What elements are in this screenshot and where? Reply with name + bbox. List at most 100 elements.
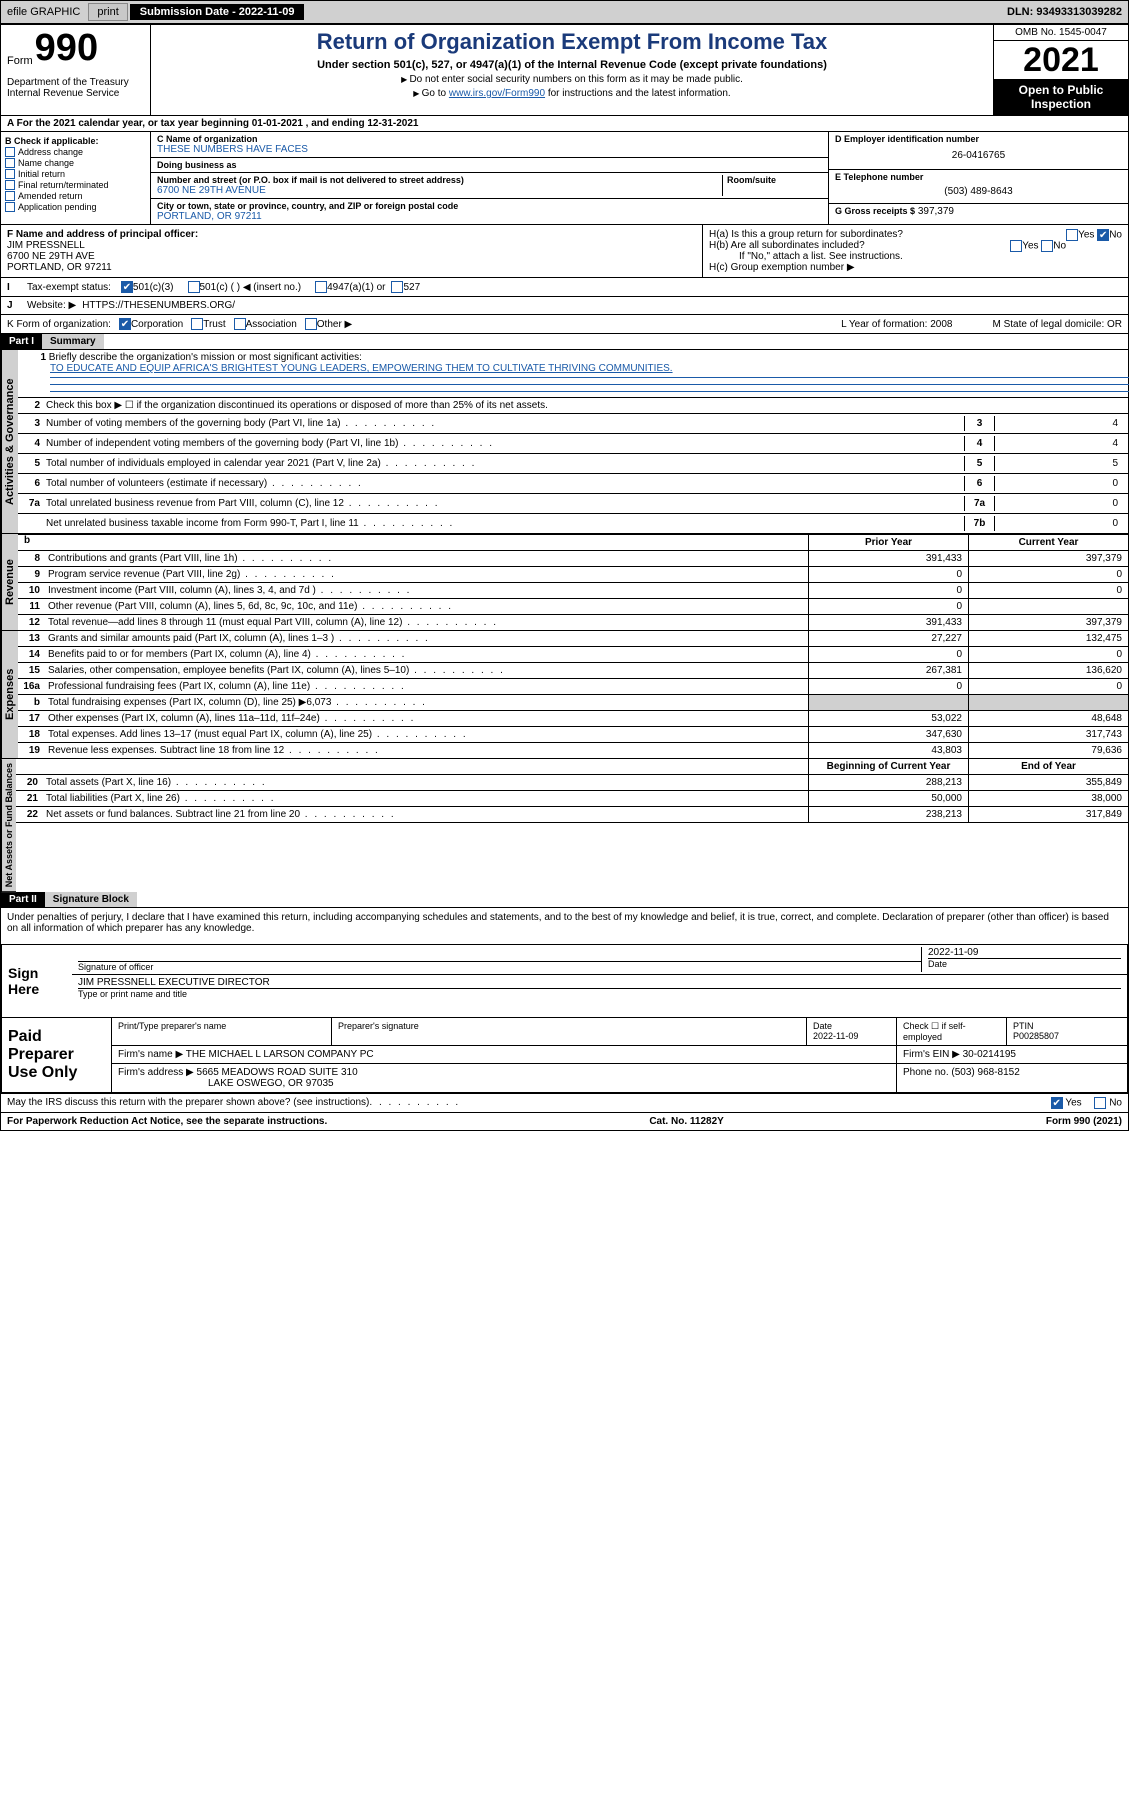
line-12: 12Total revenue—add lines 8 through 11 (… — [18, 615, 1128, 631]
section-f: F Name and address of principal officer:… — [1, 225, 703, 277]
gov-line-4: 4Number of independent voting members of… — [18, 434, 1128, 454]
line-10: 10Investment income (Part VIII, column (… — [18, 583, 1128, 599]
line-11: 11Other revenue (Part VIII, column (A), … — [18, 599, 1128, 615]
form-subtitle: Under section 501(c), 527, or 4947(a)(1)… — [159, 59, 985, 71]
row-k: K Form of organization: ✔ Corporation Tr… — [1, 315, 1128, 334]
527-checkbox[interactable] — [391, 281, 403, 293]
org-name: THESE NUMBERS HAVE FACES — [157, 144, 822, 155]
gov-line-6: 6Total number of volunteers (estimate if… — [18, 474, 1128, 494]
netassets-tab: Net Assets or Fund Balances — [1, 759, 16, 892]
line-17: 17Other expenses (Part IX, column (A), l… — [18, 711, 1128, 727]
firm-ein: 30-0214195 — [963, 1049, 1016, 1060]
assoc-checkbox[interactable] — [234, 318, 246, 330]
line-9: 9Program service revenue (Part VIII, lin… — [18, 567, 1128, 583]
paid-preparer-block: Paid Preparer Use Only Print/Type prepar… — [1, 1018, 1128, 1093]
form-ref: Form 990 (2021) — [1046, 1116, 1122, 1127]
ha-yes-checkbox[interactable] — [1066, 229, 1078, 241]
checkbox-name-change[interactable]: Name change — [5, 158, 146, 168]
ein: 26-0416765 — [835, 144, 1122, 167]
hb-no-checkbox[interactable] — [1041, 240, 1053, 252]
section-d-e-g: D Employer identification number 26-0416… — [828, 132, 1128, 224]
top-toolbar: efile GRAPHIC print Submission Date - 20… — [0, 0, 1129, 24]
summary-expenses: Expenses 13Grants and similar amounts pa… — [1, 631, 1128, 759]
summary-netassets: Net Assets or Fund Balances Beginning of… — [1, 759, 1128, 892]
mission-text: TO EDUCATE AND EQUIP AFRICA'S BRIGHTEST … — [50, 363, 673, 374]
efile-label: efile GRAPHIC — [1, 4, 86, 20]
submission-date: Submission Date - 2022-11-09 — [130, 4, 305, 20]
current-year-header: Current Year — [968, 535, 1128, 550]
signature-declaration: Under penalties of perjury, I declare th… — [1, 908, 1128, 938]
line-13: 13Grants and similar amounts paid (Part … — [18, 631, 1128, 647]
checkbox-amended-return[interactable]: Amended return — [5, 191, 146, 201]
row-i: I Tax-exempt status: ✔ 501(c)(3) 501(c) … — [1, 278, 1128, 297]
info-grid: B Check if applicable: Address changeNam… — [1, 132, 1128, 225]
corp-checkbox[interactable]: ✔ — [119, 318, 131, 330]
ssn-note: Do not enter social security numbers on … — [159, 74, 985, 85]
phone: (503) 489-8643 — [835, 182, 1122, 201]
firm-phone: (503) 968-8152 — [951, 1067, 1019, 1078]
org-address: 6700 NE 29TH AVENUE — [157, 185, 722, 196]
501c-checkbox[interactable] — [188, 281, 200, 293]
row-j: J Website: ▶ HTTPS://THESENUMBERS.ORG/ — [1, 297, 1128, 315]
line-21: 21Total liabilities (Part X, line 26)50,… — [16, 791, 1128, 807]
year-formation: L Year of formation: 2008 — [841, 319, 952, 330]
other-checkbox[interactable] — [305, 318, 317, 330]
inspection-badge: Open to Public Inspection — [994, 79, 1128, 115]
prep-date: 2022-11-09 — [813, 1031, 858, 1041]
checkbox-address-change[interactable]: Address change — [5, 147, 146, 157]
line-b: bTotal fundraising expenses (Part IX, co… — [18, 695, 1128, 711]
firm-name: THE MICHAEL L LARSON COMPANY PC — [186, 1049, 374, 1060]
form-number: Form 990 — [7, 29, 144, 67]
footer: For Paperwork Reduction Act Notice, see … — [1, 1112, 1128, 1130]
part-ii-header: Part IISignature Block — [1, 892, 1128, 908]
tax-year: 2021 — [994, 41, 1128, 79]
line-19: 19Revenue less expenses. Subtract line 1… — [18, 743, 1128, 759]
part-i-header: Part ISummary — [1, 334, 1128, 350]
period-row: A For the 2021 calendar year, or tax yea… — [1, 116, 1128, 132]
firm-addr: 5665 MEADOWS ROAD SUITE 310 — [197, 1067, 358, 1078]
dept-label: Department of the Treasury Internal Reve… — [7, 77, 144, 99]
line-8: 8Contributions and grants (Part VIII, li… — [18, 551, 1128, 567]
discuss-no-checkbox[interactable] — [1094, 1097, 1106, 1109]
line-16a: 16aProfessional fundraising fees (Part I… — [18, 679, 1128, 695]
summary-revenue: Revenue b Prior Year Current Year 8Contr… — [1, 534, 1128, 631]
website: HTTPS://THESENUMBERS.ORG/ — [82, 300, 235, 311]
section-b: B Check if applicable: Address changeNam… — [1, 132, 151, 224]
summary-governance: Activities & Governance 1 Briefly descri… — [1, 350, 1128, 534]
gross-receipts: 397,379 — [918, 206, 954, 217]
end-year-header: End of Year — [968, 759, 1128, 774]
trust-checkbox[interactable] — [191, 318, 203, 330]
form-header: Form 990 Department of the Treasury Inte… — [1, 25, 1128, 116]
line-14: 14Benefits paid to or for members (Part … — [18, 647, 1128, 663]
prior-year-header: Prior Year — [808, 535, 968, 550]
hb-yes-checkbox[interactable] — [1010, 240, 1022, 252]
checkbox-final-return-terminated[interactable]: Final return/terminated — [5, 180, 146, 190]
gov-line-7b: Net unrelated business taxable income fr… — [18, 514, 1128, 534]
discuss-yes-checkbox[interactable]: ✔ — [1051, 1097, 1063, 1109]
print-button[interactable]: print — [88, 3, 127, 21]
sign-here-block: Sign Here Signature of officer 2022-11-0… — [1, 944, 1128, 1018]
ha-no-checkbox[interactable]: ✔ — [1097, 229, 1109, 241]
section-c: C Name of organization THESE NUMBERS HAV… — [151, 132, 828, 224]
line-15: 15Salaries, other compensation, employee… — [18, 663, 1128, 679]
org-city: PORTLAND, OR 97211 — [157, 211, 822, 222]
omb-number: OMB No. 1545-0047 — [994, 25, 1128, 41]
ptin: P00285807 — [1013, 1031, 1059, 1041]
501c3-checkbox[interactable]: ✔ — [121, 281, 133, 293]
governance-tab: Activities & Governance — [1, 350, 18, 534]
beginning-year-header: Beginning of Current Year — [808, 759, 968, 774]
checkbox-application-pending[interactable]: Application pending — [5, 202, 146, 212]
form-title: Return of Organization Exempt From Incom… — [159, 29, 985, 55]
expenses-tab: Expenses — [1, 631, 18, 759]
line-20: 20Total assets (Part X, line 16)288,2133… — [16, 775, 1128, 791]
line-18: 18Total expenses. Add lines 13–17 (must … — [18, 727, 1128, 743]
irs-link[interactable]: www.irs.gov/Form990 — [449, 88, 545, 99]
checkbox-initial-return[interactable]: Initial return — [5, 169, 146, 179]
discuss-row: May the IRS discuss this return with the… — [1, 1093, 1128, 1112]
cat-no: Cat. No. 11282Y — [649, 1116, 723, 1127]
4947-checkbox[interactable] — [315, 281, 327, 293]
row-f-h: F Name and address of principal officer:… — [1, 225, 1128, 278]
gov-line-3: 3Number of voting members of the governi… — [18, 414, 1128, 434]
gov-line-5: 5Total number of individuals employed in… — [18, 454, 1128, 474]
section-h: H(a) Is this a group return for subordin… — [703, 225, 1128, 277]
